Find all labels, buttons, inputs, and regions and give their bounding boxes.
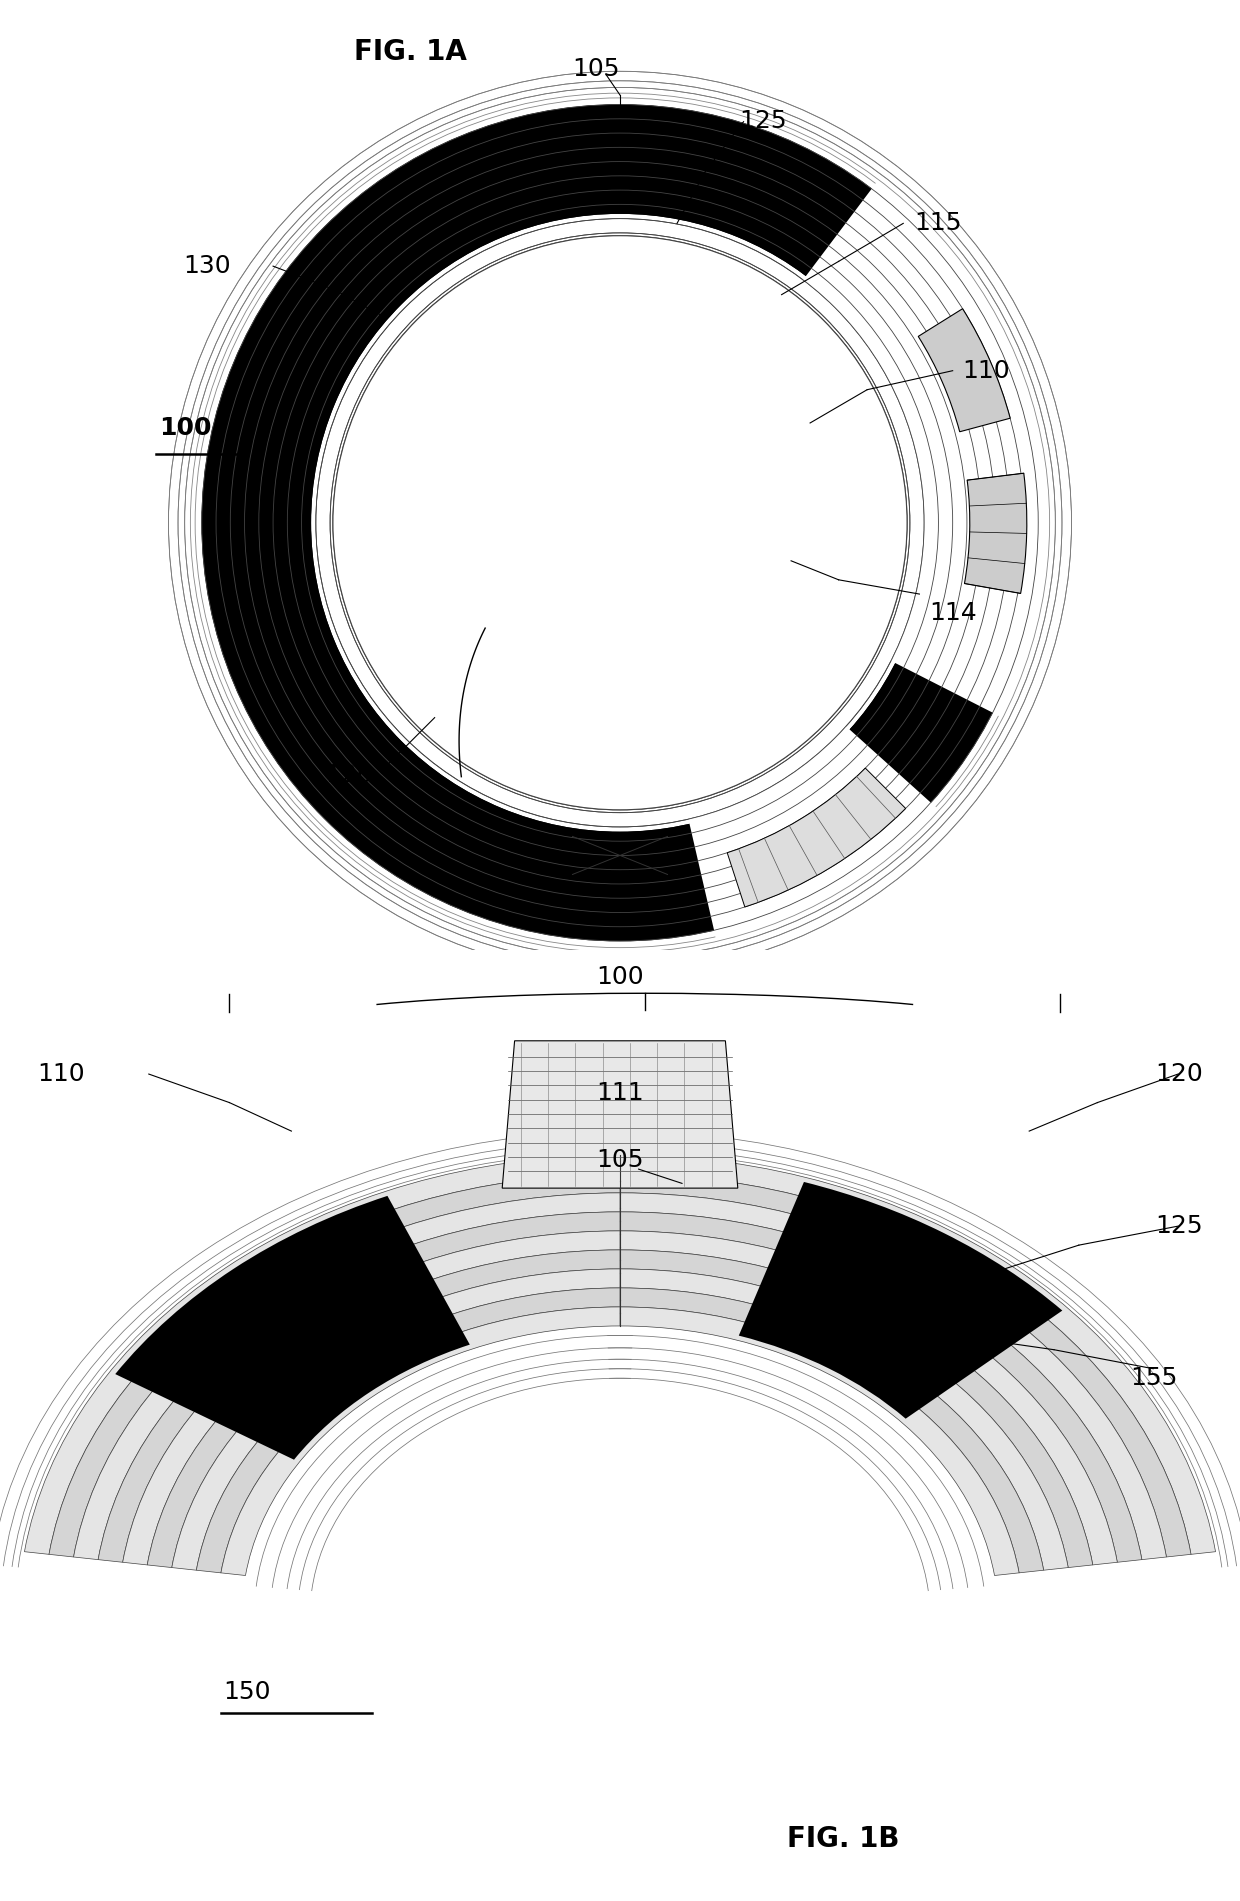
Wedge shape [620,1232,1117,1565]
Wedge shape [148,1251,620,1568]
Wedge shape [739,1182,1063,1418]
Wedge shape [620,1289,1044,1572]
Text: 105: 105 [573,57,620,82]
Text: 111: 111 [596,1082,644,1104]
Text: 100: 100 [596,966,644,989]
Wedge shape [965,473,1027,593]
Wedge shape [50,1173,620,1557]
Text: 150: 150 [223,1680,270,1703]
Text: 125: 125 [1156,1215,1203,1238]
Wedge shape [620,1251,1092,1568]
Text: FIG. 1A: FIG. 1A [353,38,466,67]
Wedge shape [221,1308,620,1576]
Wedge shape [620,1270,1068,1570]
Text: 120: 120 [325,762,373,787]
Circle shape [334,236,906,810]
Wedge shape [804,181,1048,717]
Wedge shape [620,1308,1019,1576]
Text: 110: 110 [962,359,1009,382]
Text: FIG. 1B: FIG. 1B [787,1825,899,1853]
Wedge shape [620,1173,1190,1557]
Text: 130: 130 [182,255,231,278]
Text: 125: 125 [739,108,786,133]
Wedge shape [98,1213,620,1563]
Wedge shape [620,1213,1142,1563]
Wedge shape [172,1270,620,1570]
Wedge shape [727,768,905,907]
Text: 100: 100 [159,416,212,439]
Wedge shape [620,1154,1215,1555]
Wedge shape [196,1289,620,1572]
Wedge shape [202,105,1038,941]
Wedge shape [202,105,1038,941]
Text: 110: 110 [37,1063,84,1085]
Wedge shape [123,1232,620,1565]
Wedge shape [919,308,1011,432]
Circle shape [334,236,906,810]
Text: 115: 115 [915,211,962,236]
Wedge shape [25,1154,620,1555]
Text: 155: 155 [1131,1367,1178,1390]
Wedge shape [688,726,937,939]
Text: 105: 105 [596,1148,644,1171]
Wedge shape [115,1196,470,1460]
Polygon shape [502,1040,738,1188]
Text: 114: 114 [929,601,977,625]
Text: 120: 120 [1154,1063,1203,1085]
Wedge shape [804,181,1048,717]
Wedge shape [688,726,937,939]
Wedge shape [620,1194,1167,1559]
Wedge shape [73,1194,620,1559]
